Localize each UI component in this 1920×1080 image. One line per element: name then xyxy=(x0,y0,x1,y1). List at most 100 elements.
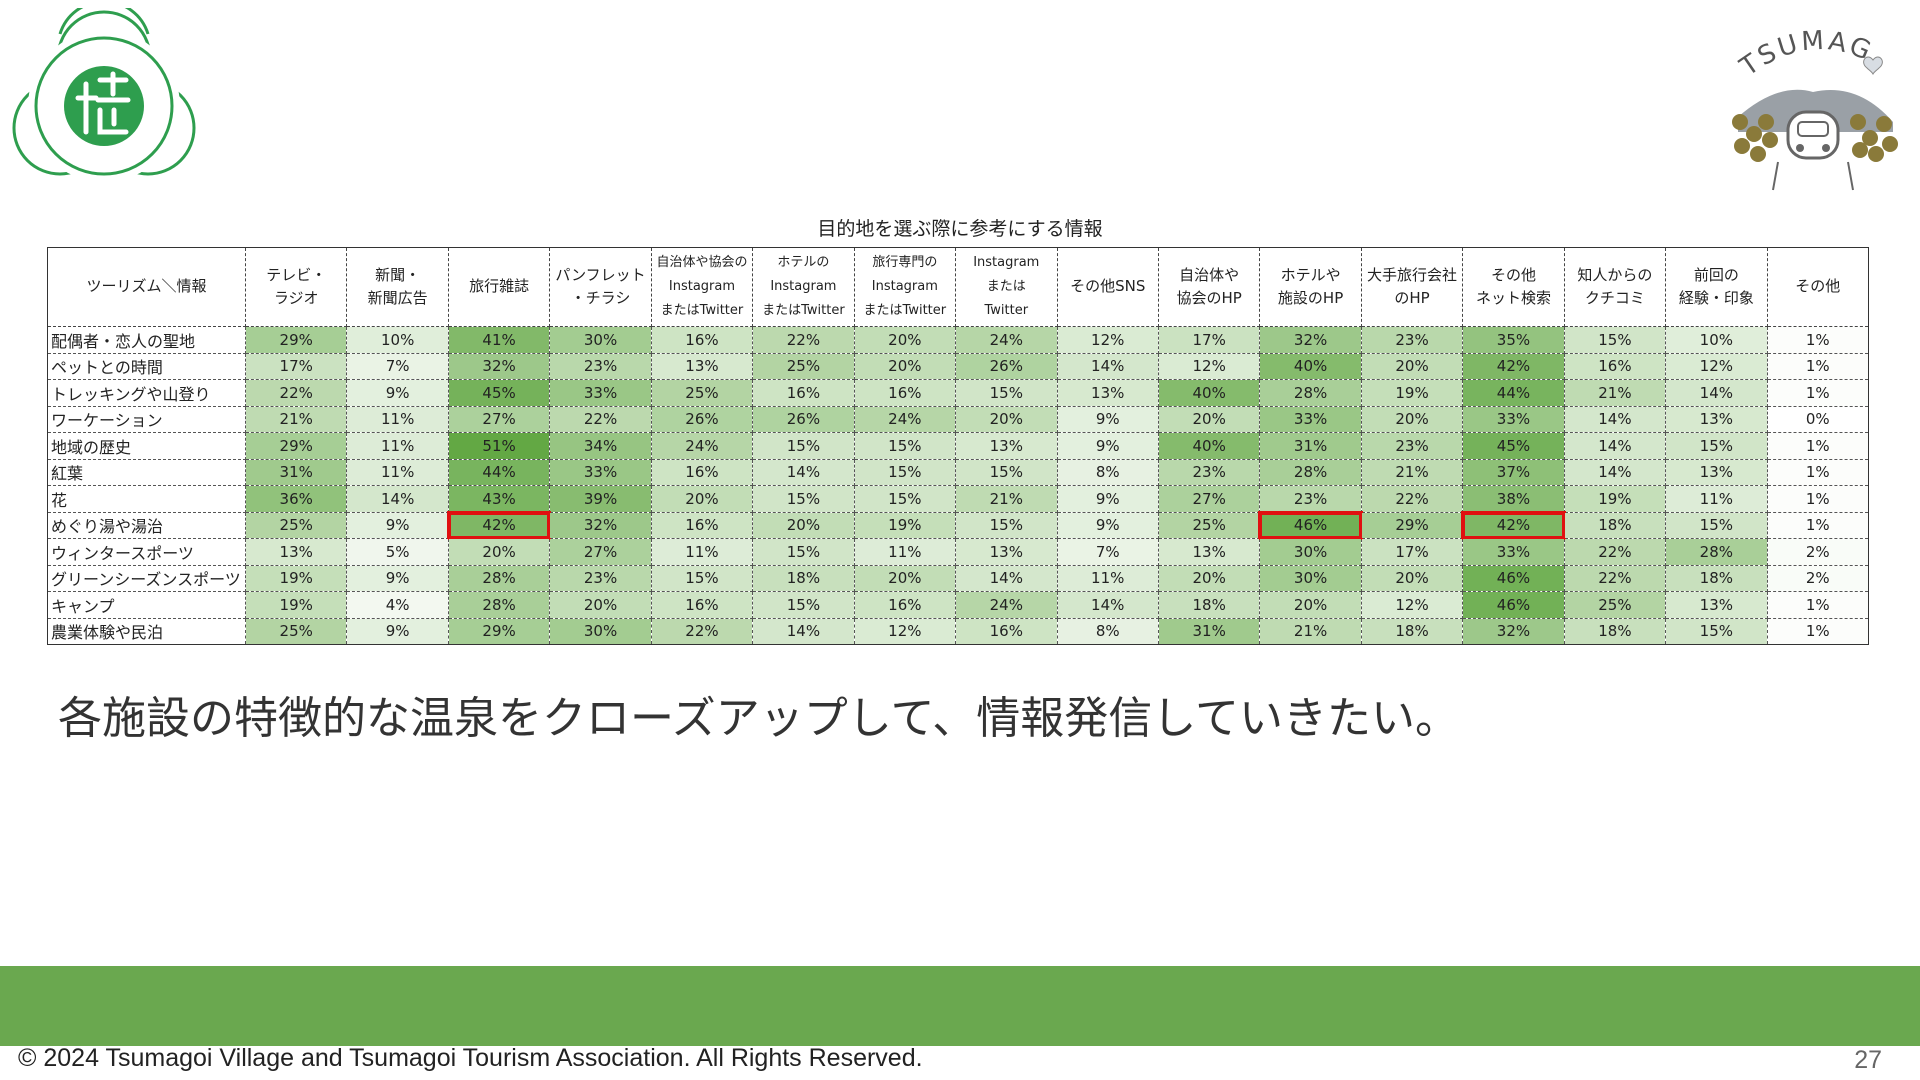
table-cell: 30% xyxy=(549,326,652,354)
table-cell: 12% xyxy=(1360,591,1464,619)
table-cell: 11% xyxy=(346,458,449,486)
table-cell: 46% xyxy=(1462,591,1565,619)
survey-table: ツーリズム＼情報 テレビ・ ラジオ 新聞・ 新聞広告 旅行雑誌 パンフレット ・チラシ… xyxy=(47,247,1870,645)
row-label: トレッキングや山登り xyxy=(47,379,246,407)
table-cell: 20% xyxy=(1360,352,1464,380)
tsumagoi-logo: TSUMAGOI xyxy=(1706,0,1908,192)
table-row: めぐり湯や湯治 25% 9% 42% 32% 16% 20% 19% 15% 9% 25% 46% 29… xyxy=(47,511,1870,540)
table-cell: 11% xyxy=(650,538,754,566)
table-cell: 20% xyxy=(1157,405,1261,433)
table-row: グリーンシーズンスポーツ 19% 9% 28% 23% 15% 18% 20% 14% 11% 20… xyxy=(47,564,1870,592)
table-cell: 11% xyxy=(1056,564,1159,592)
table-cell: 46% xyxy=(1462,564,1565,592)
table-cell: 11% xyxy=(346,405,449,433)
table-cell: 17% xyxy=(1360,538,1464,566)
row-label: 配偶者・恋人の聖地 xyxy=(47,326,246,354)
table-cell: 26% xyxy=(650,405,754,433)
table-cell: 14% xyxy=(752,617,855,645)
page-number: 27 xyxy=(1854,1046,1882,1074)
table-cell: 40% xyxy=(1157,379,1261,407)
table-cell: 21% xyxy=(955,485,1058,513)
table-row: キャンプ 19% 4% 28% 20% 16% 15% 16% 24% 14% 18% 20% 12% 4… xyxy=(47,591,1870,619)
row-label: グリーンシーズンスポーツ xyxy=(47,564,246,592)
table-cell: 15% xyxy=(955,511,1058,539)
table-cell: 25% xyxy=(244,511,348,539)
table-cell: 29% xyxy=(244,432,348,460)
table-cell: 9% xyxy=(346,511,449,539)
table-row: ワーケーション 21% 11% 27% 22% 26% 26% 24% 20% 9% 20% 33% 2… xyxy=(47,405,1870,433)
table-cell: 29% xyxy=(1360,511,1464,539)
table-row: 地域の歴史 29% 11% 51% 34% 24% 15% 15% 13% 9% 40% 31% 23%… xyxy=(47,432,1870,460)
table-cell: 15% xyxy=(853,458,957,486)
table-cell: 18% xyxy=(1360,617,1464,645)
table-cell: 25% xyxy=(752,352,855,380)
column-header: Instagram または Twitter xyxy=(955,247,1058,327)
table-cell: 24% xyxy=(955,326,1058,354)
table-cell: 13% xyxy=(1157,538,1261,566)
table-cell: 16% xyxy=(752,379,855,407)
table-cell: 23% xyxy=(1157,458,1261,486)
column-header: その他 ネット検索 xyxy=(1462,247,1565,327)
column-header: 新聞・ 新聞広告 xyxy=(346,247,449,327)
table-cell: 1% xyxy=(1766,352,1870,380)
table-cell: 10% xyxy=(1665,326,1768,354)
column-header: パンフレット ・チラシ xyxy=(549,247,652,327)
column-header: ホテルや 施設のHP xyxy=(1259,247,1362,327)
table-cell: 15% xyxy=(752,591,855,619)
table-cell: 17% xyxy=(244,352,348,380)
table-cell: 18% xyxy=(1563,511,1667,539)
table-cell: 9% xyxy=(346,564,449,592)
table-cell: 12% xyxy=(1157,352,1261,380)
table-cell: 1% xyxy=(1766,432,1870,460)
row-label: めぐり湯や湯治 xyxy=(47,511,246,539)
table-cell: 20% xyxy=(853,564,957,592)
highlighted-cell: 42% xyxy=(447,511,553,540)
table-cell: 40% xyxy=(1157,432,1261,460)
table-cell: 23% xyxy=(1259,485,1362,513)
table-cell: 1% xyxy=(1766,617,1870,645)
table-cell: 24% xyxy=(853,405,957,433)
table-cell: 13% xyxy=(1056,379,1159,407)
table-cell: 51% xyxy=(447,432,551,460)
table-cell: 15% xyxy=(1665,432,1768,460)
footer-band xyxy=(0,966,1920,1046)
table-cell: 19% xyxy=(244,564,348,592)
table-cell: 18% xyxy=(752,564,855,592)
table-corner-header: ツーリズム＼情報 xyxy=(47,247,246,327)
table-cell: 36% xyxy=(244,485,348,513)
table-cell: 14% xyxy=(1056,352,1159,380)
table-cell: 33% xyxy=(549,379,652,407)
row-label: 花 xyxy=(47,485,246,513)
table-cell: 23% xyxy=(1360,326,1464,354)
table-cell: 9% xyxy=(1056,405,1159,433)
table-cell: 26% xyxy=(955,352,1058,380)
table-cell: 9% xyxy=(346,379,449,407)
table-cell: 22% xyxy=(1563,564,1667,592)
table-cell: 15% xyxy=(752,485,855,513)
table-cell: 14% xyxy=(1563,432,1667,460)
table-cell: 35% xyxy=(1462,326,1565,354)
table-cell: 15% xyxy=(752,538,855,566)
table-cell: 33% xyxy=(1259,405,1362,433)
table-cell: 11% xyxy=(853,538,957,566)
table-cell: 44% xyxy=(447,458,551,486)
table-row: 配偶者・恋人の聖地 29% 10% 41% 30% 16% 22% 20% 24% 12% 17% 3… xyxy=(47,326,1870,354)
table-cell: 27% xyxy=(447,405,551,433)
table-cell: 22% xyxy=(1360,485,1464,513)
table-cell: 45% xyxy=(447,379,551,407)
table-cell: 15% xyxy=(853,432,957,460)
table-cell: 19% xyxy=(1563,485,1667,513)
row-label: ペットとの時間 xyxy=(47,352,246,380)
table-cell: 20% xyxy=(853,326,957,354)
table-cell: 16% xyxy=(650,326,754,354)
table-cell: 18% xyxy=(1563,617,1667,645)
row-label: ワーケーション xyxy=(47,405,246,433)
table-cell: 25% xyxy=(1157,511,1261,539)
table-cell: 44% xyxy=(1462,379,1565,407)
table-cell: 15% xyxy=(1665,511,1768,539)
table-cell: 1% xyxy=(1766,458,1870,486)
table-cell: 18% xyxy=(1157,591,1261,619)
table-cell: 20% xyxy=(549,591,652,619)
table-cell: 13% xyxy=(955,432,1058,460)
column-header: 自治体や協会の Instagram またはTwitter xyxy=(650,247,754,327)
